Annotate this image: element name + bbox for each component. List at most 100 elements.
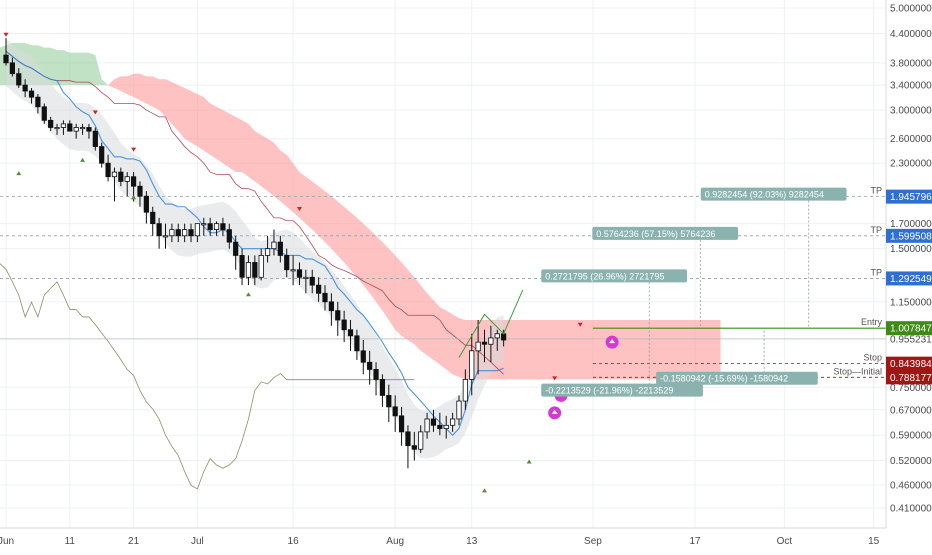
- price-tick-label: 0.9552315: [890, 334, 932, 345]
- candle-body[interactable]: [16, 73, 22, 86]
- candle-body[interactable]: [60, 123, 67, 128]
- candle-body[interactable]: [488, 337, 494, 345]
- candle-body[interactable]: [449, 418, 456, 426]
- candle-body[interactable]: [169, 229, 175, 237]
- price-axis[interactable]: 5.0000000 4.4000000 3.8000000 3.4000000 3.00…: [886, 3, 932, 515]
- candle-body[interactable]: [220, 223, 226, 231]
- candle-body[interactable]: [392, 406, 398, 417]
- candle-body[interactable]: [418, 431, 424, 450]
- candle-body[interactable]: [296, 269, 303, 278]
- candle-body[interactable]: [124, 176, 130, 182]
- candle-body[interactable]: [245, 262, 252, 278]
- candle-body[interactable]: [156, 223, 162, 237]
- time-tick-label: 21: [128, 536, 140, 547]
- candle-body[interactable]: [226, 229, 232, 243]
- candle-body[interactable]: [462, 379, 468, 402]
- level-label-entry: Entry: [861, 317, 883, 327]
- candle-body[interactable]: [105, 162, 111, 178]
- time-tick-label: Oct: [777, 536, 793, 547]
- candle-body[interactable]: [322, 292, 328, 303]
- candle-body[interactable]: [290, 269, 296, 272]
- candle-body[interactable]: [35, 96, 41, 108]
- candle-body[interactable]: [86, 127, 92, 132]
- time-axis[interactable]: Jun 11 21 Jul 16 Aug 13 Sep 17 Oct 15: [0, 527, 886, 547]
- candle-body[interactable]: [28, 90, 35, 98]
- candles[interactable]: [3, 38, 507, 469]
- candle-body[interactable]: [130, 176, 137, 187]
- candle-body[interactable]: [233, 241, 239, 256]
- candle-body[interactable]: [373, 369, 379, 380]
- candle-body[interactable]: [271, 241, 277, 250]
- candle-body[interactable]: [182, 229, 188, 237]
- candle-body[interactable]: [41, 106, 47, 121]
- candle-body[interactable]: [405, 431, 411, 447]
- candle-body[interactable]: [303, 276, 309, 279]
- candle-body[interactable]: [309, 276, 315, 286]
- candle-body[interactable]: [54, 127, 60, 130]
- candle-body[interactable]: [162, 235, 169, 238]
- candle-body[interactable]: [456, 400, 462, 420]
- candle-body[interactable]: [9, 62, 15, 75]
- candle-body[interactable]: [150, 211, 156, 225]
- candle-body[interactable]: [443, 424, 449, 429]
- buy-marker: [245, 292, 251, 297]
- candle-body[interactable]: [360, 350, 366, 363]
- candle-body[interactable]: [354, 335, 360, 352]
- lagging-span: [0, 263, 415, 490]
- candle-body[interactable]: [213, 223, 220, 231]
- candle-body[interactable]: [469, 350, 475, 380]
- candle-body[interactable]: [79, 127, 86, 130]
- candle-body[interactable]: [207, 223, 213, 231]
- candle-body[interactable]: [175, 229, 181, 237]
- candle-body[interactable]: [379, 379, 386, 396]
- candle-body[interactable]: [347, 329, 354, 337]
- candle-body[interactable]: [99, 146, 105, 164]
- candle-body[interactable]: [264, 248, 271, 256]
- candle-body[interactable]: [92, 130, 98, 147]
- candle-body[interactable]: [475, 341, 481, 352]
- candle-body[interactable]: [494, 333, 500, 339]
- buy-marker: [16, 171, 22, 176]
- candle-body[interactable]: [277, 241, 283, 256]
- candle-body[interactable]: [137, 185, 143, 197]
- candle-body[interactable]: [67, 123, 73, 132]
- candle-body[interactable]: [194, 223, 200, 237]
- candle-body[interactable]: [239, 255, 245, 278]
- candle-body[interactable]: [73, 127, 79, 132]
- candle-body[interactable]: [258, 255, 264, 278]
- candle-body[interactable]: [424, 418, 430, 433]
- candle-body[interactable]: [188, 229, 194, 237]
- candle-body[interactable]: [48, 119, 54, 128]
- candle-body[interactable]: [201, 223, 207, 226]
- candle-body[interactable]: [341, 319, 347, 331]
- measure-label: 0.9282454 (92.03%) 9282454: [705, 190, 824, 200]
- candle-body[interactable]: [501, 333, 507, 341]
- time-tick-label: Jul: [191, 536, 204, 547]
- buy-marker: [131, 195, 137, 200]
- candle-body[interactable]: [118, 171, 124, 182]
- candle-body[interactable]: [335, 310, 341, 321]
- candle-body[interactable]: [252, 262, 258, 278]
- candle-body[interactable]: [143, 195, 149, 213]
- candle-body[interactable]: [386, 395, 392, 408]
- candle-body[interactable]: [430, 418, 437, 426]
- candle-body[interactable]: [22, 84, 28, 92]
- candle-body[interactable]: [437, 424, 443, 429]
- candle-body[interactable]: [3, 54, 9, 64]
- sell-marker: [296, 207, 302, 212]
- price-tag-label: 1.0078475: [890, 324, 932, 335]
- candle-body[interactable]: [481, 341, 488, 345]
- measure-label-bg: [541, 383, 703, 397]
- candle-body[interactable]: [367, 361, 373, 370]
- candle-body[interactable]: [328, 301, 334, 312]
- candle-body[interactable]: [111, 171, 118, 178]
- candle-body[interactable]: [411, 445, 417, 450]
- price-tick-label: 3.8000000: [890, 58, 932, 69]
- price-tick-label: 1.7000000: [890, 219, 932, 230]
- candle-body[interactable]: [398, 415, 405, 433]
- candle-body[interactable]: [316, 284, 322, 294]
- candle-body[interactable]: [284, 255, 290, 271]
- level-label-tp: TP: [870, 267, 882, 277]
